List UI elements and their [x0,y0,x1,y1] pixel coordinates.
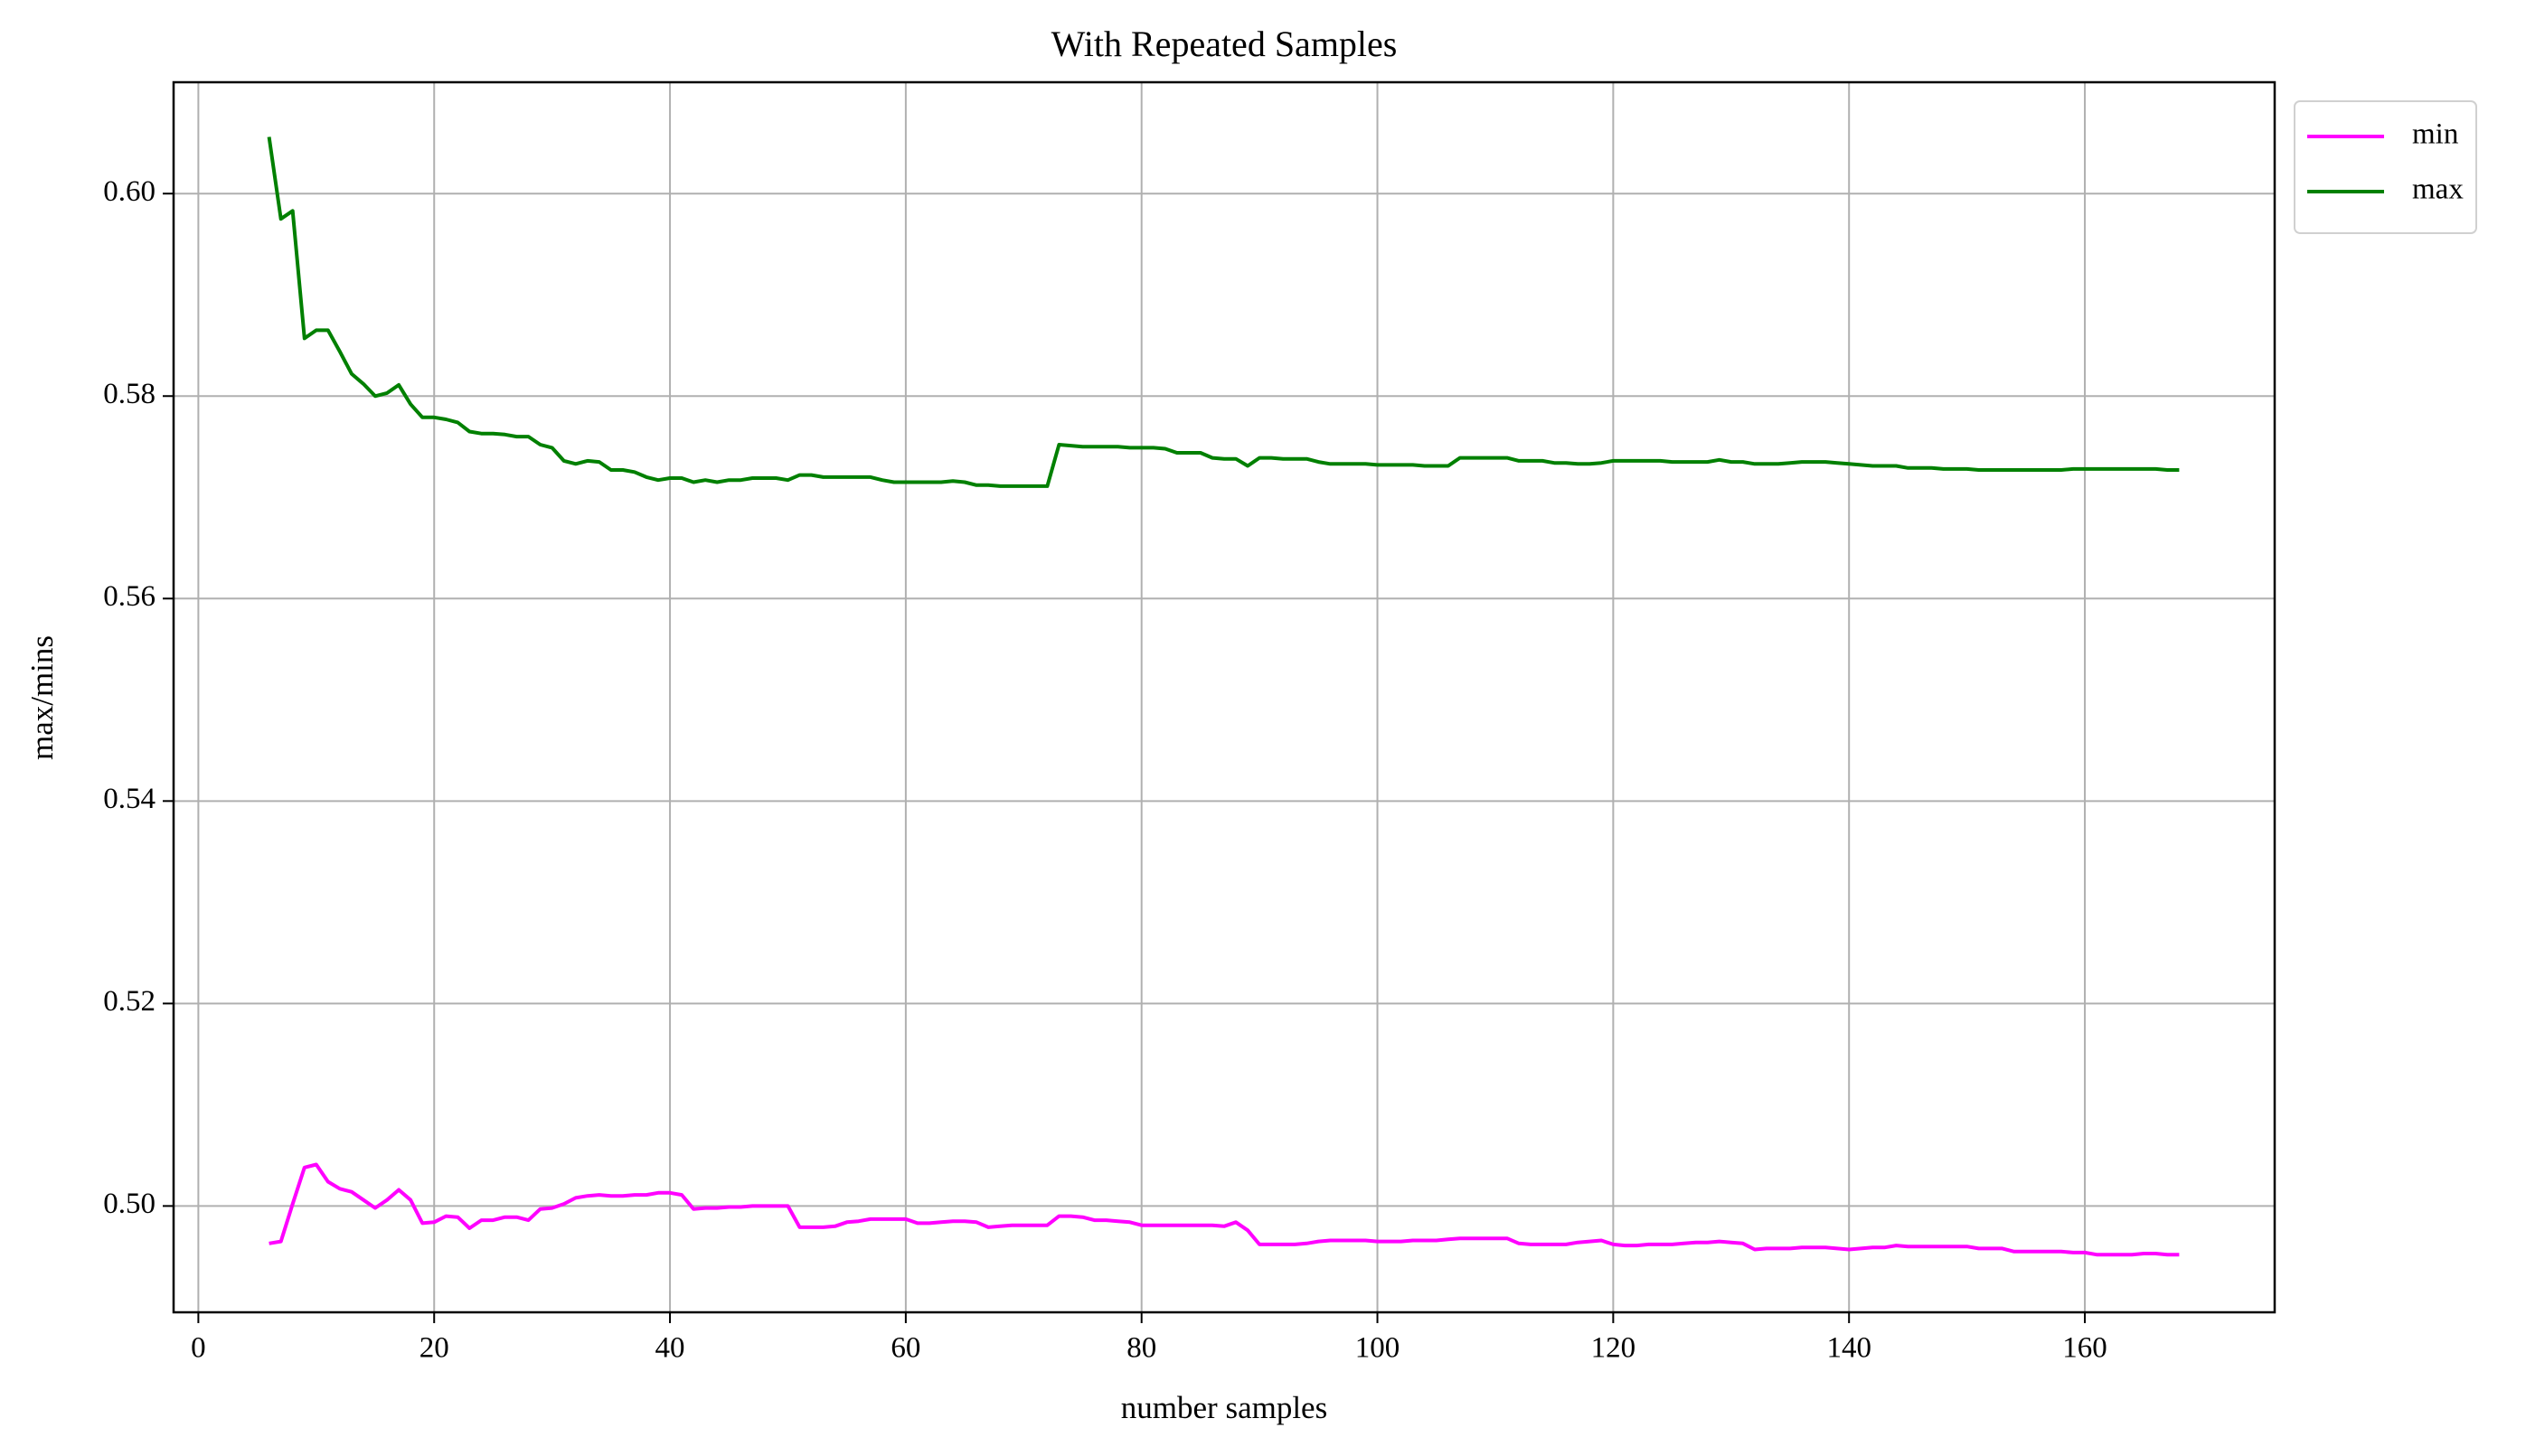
plot-frame [172,80,2276,1314]
y-tick-label: 0.52 [103,985,156,1018]
x-tick-label: 20 [419,1332,449,1365]
y-tick-label: 0.58 [103,378,156,410]
x-tick-label: 60 [891,1332,920,1365]
y-tick-label: 0.54 [103,783,156,815]
legend-label: max [2412,174,2464,206]
y-tick-label: 0.60 [103,175,156,208]
y-tick-label: 0.56 [103,580,156,613]
x-tick-label: 140 [1826,1332,1871,1365]
y-axis-label: max/mins [24,635,60,760]
x-tick-label: 0 [191,1332,206,1365]
data-line [267,136,2180,488]
legend-box [2294,100,2477,234]
x-tick-label: 160 [2062,1332,2107,1365]
data-line [269,1162,2180,1257]
x-tick-label: 100 [1355,1332,1400,1365]
x-tick-label: 80 [1126,1332,1156,1365]
x-axis-label: number samples [1121,1390,1327,1425]
x-tick-label: 40 [655,1332,685,1365]
chart-title: With Repeated Samples [1051,23,1398,64]
y-tick-label: 0.50 [103,1188,156,1220]
x-tick-label: 120 [1591,1332,1636,1365]
legend-label: min [2412,118,2458,151]
